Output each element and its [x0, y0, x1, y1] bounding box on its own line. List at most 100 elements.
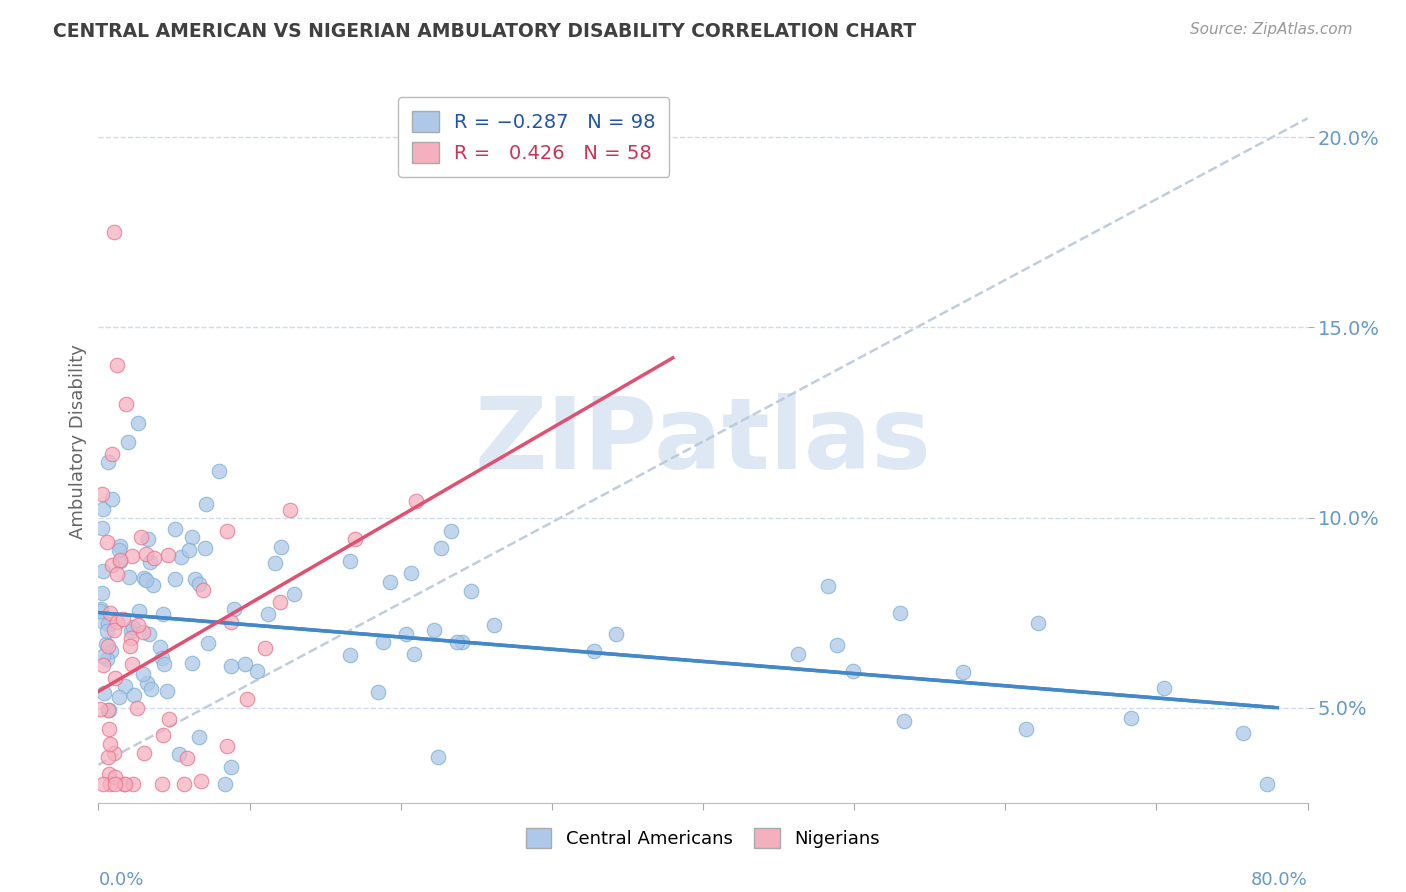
- Point: [446, 635, 468, 649]
- Point: [190, 774, 212, 789]
- Point: [98, 606, 121, 620]
- Point: [108, 543, 131, 558]
- Point: [134, 571, 156, 585]
- Point: [121, 549, 143, 563]
- Point: [91, 648, 114, 663]
- Point: [97, 639, 120, 653]
- Point: [219, 659, 242, 673]
- Point: [108, 553, 131, 567]
- Point: [104, 770, 127, 784]
- Point: [339, 648, 361, 662]
- Point: [152, 607, 174, 622]
- Point: [139, 682, 162, 697]
- Text: 0.0%: 0.0%: [98, 871, 143, 889]
- Point: [842, 664, 865, 678]
- Point: [246, 664, 269, 678]
- Point: [122, 620, 145, 634]
- Point: [97, 703, 120, 717]
- Point: [117, 435, 139, 450]
- Point: [90, 521, 112, 535]
- Point: [1256, 777, 1278, 791]
- Point: [139, 555, 162, 569]
- Point: [132, 747, 155, 761]
- Point: [90, 487, 112, 501]
- Point: [222, 602, 245, 616]
- Point: [422, 623, 444, 637]
- Point: [104, 777, 127, 791]
- Point: [142, 578, 165, 592]
- Text: Source: ZipAtlas.com: Source: ZipAtlas.com: [1189, 22, 1353, 37]
- Point: [367, 684, 389, 698]
- Point: [176, 751, 198, 765]
- Point: [91, 501, 114, 516]
- Point: [129, 530, 152, 544]
- Point: [1028, 616, 1050, 631]
- Point: [1119, 711, 1142, 725]
- Point: [787, 648, 810, 662]
- Point: [121, 657, 143, 671]
- Point: [91, 614, 114, 628]
- Point: [893, 714, 915, 728]
- Point: [339, 554, 361, 568]
- Point: [90, 602, 112, 616]
- Point: [208, 464, 231, 478]
- Point: [197, 636, 219, 650]
- Point: [430, 541, 453, 555]
- Point: [105, 359, 128, 373]
- Point: [167, 747, 190, 761]
- Point: [127, 416, 149, 430]
- Point: [136, 676, 159, 690]
- Point: [150, 777, 173, 791]
- Point: [103, 226, 125, 240]
- Point: [142, 550, 165, 565]
- Point: [108, 554, 131, 568]
- Point: [215, 524, 238, 539]
- Point: [163, 572, 186, 586]
- Point: [98, 777, 121, 791]
- Point: [179, 542, 201, 557]
- Point: [257, 607, 280, 622]
- Point: [1153, 681, 1175, 695]
- Text: 80.0%: 80.0%: [1251, 871, 1308, 889]
- Point: [605, 626, 627, 640]
- Point: [344, 532, 367, 546]
- Point: [89, 702, 111, 716]
- Point: [194, 541, 217, 555]
- Point: [97, 750, 120, 764]
- Point: [451, 634, 474, 648]
- Point: [105, 567, 128, 582]
- Point: [132, 666, 155, 681]
- Point: [96, 652, 118, 666]
- Point: [118, 570, 141, 584]
- Point: [101, 492, 124, 507]
- Point: [121, 777, 143, 791]
- Point: [395, 627, 418, 641]
- Point: [98, 738, 121, 752]
- Point: [97, 767, 120, 781]
- Point: [97, 617, 120, 632]
- Point: [817, 579, 839, 593]
- Point: [118, 639, 141, 653]
- Point: [253, 641, 276, 656]
- Point: [111, 612, 134, 626]
- Text: ZIPatlas: ZIPatlas: [475, 393, 931, 490]
- Point: [94, 637, 117, 651]
- Point: [149, 640, 172, 654]
- Point: [97, 723, 120, 737]
- Point: [89, 604, 111, 618]
- Point: [97, 455, 120, 469]
- Point: [103, 623, 125, 637]
- Point: [889, 607, 911, 621]
- Point: [236, 692, 259, 706]
- Point: [91, 564, 114, 578]
- Point: [184, 572, 207, 586]
- Point: [380, 574, 402, 589]
- Point: [426, 750, 449, 764]
- Point: [125, 701, 148, 715]
- Point: [219, 615, 242, 629]
- Point: [120, 631, 142, 645]
- Text: CENTRAL AMERICAN VS NIGERIAN AMBULATORY DISABILITY CORRELATION CHART: CENTRAL AMERICAN VS NIGERIAN AMBULATORY …: [53, 22, 917, 41]
- Point: [114, 396, 136, 410]
- Point: [120, 624, 142, 638]
- Point: [278, 503, 301, 517]
